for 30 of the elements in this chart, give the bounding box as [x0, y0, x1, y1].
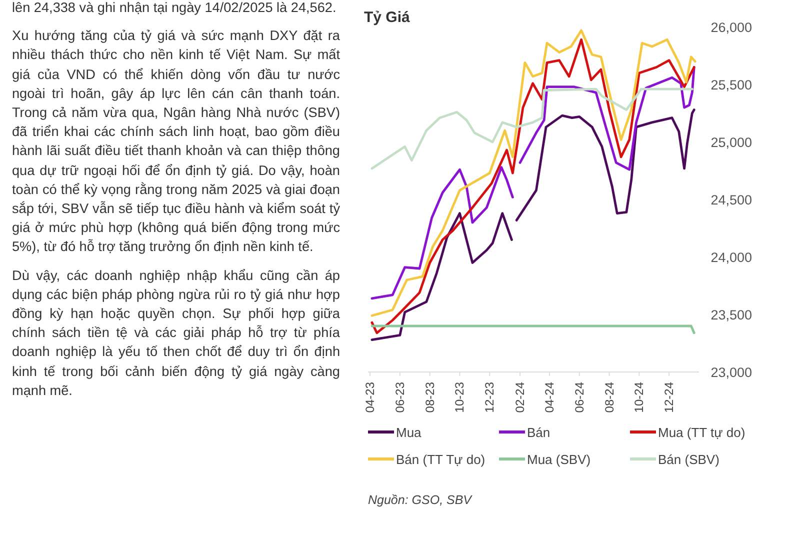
x-tick-label: 10-23: [452, 382, 467, 413]
text: Dù vậy, các doanh nghiệp nhập khẩu cũng cần áp dụng các biện pháp phòng ngừa rủi ro tỷ giá như hợp đồng kỳ hạn hoặc quyền chọn. Sự phối hợp giữa chính sách tiền tệ và các giải pháp hỗ trợ từ phía doanh nghiệp là yếu tố then chốt để duy trì ổn định kinh tế trong bối cảnh biến động tỷ giá ngày càng mạnh mẽ.: [12, 266, 340, 400]
legend-label: Mua (TT tự do): [658, 425, 746, 440]
legend-label: Mua (SBV): [527, 452, 591, 467]
chart-title: Tỷ Giá: [364, 9, 411, 26]
legend-label: Mua: [396, 425, 422, 440]
x-tick-label: 06-23: [392, 382, 407, 413]
x-tick-label: 08-23: [422, 382, 437, 413]
x-tick-label: 10-24: [632, 382, 646, 413]
y-tick-label: 25,500: [710, 78, 752, 92]
legend-label: Bán (TT Tự do): [396, 452, 486, 467]
y-tick-label: 23,000: [710, 365, 752, 380]
text: lên 24,338 và ghi nhận tại ngày 14/02/2025 là 24,562.: [12, 0, 338, 17]
text: Nguồn: GSO, SBV: [368, 493, 474, 507]
y-tick-label: 23,500: [710, 308, 752, 322]
line-series: [370, 88, 694, 170]
y-tick-label: 26,000: [710, 20, 752, 35]
y-tick-label: 24,500: [710, 192, 752, 208]
legend-label: Bán: [527, 425, 550, 440]
x-tick-label: 06-24: [572, 382, 586, 413]
x-tick-label: 02-24: [513, 382, 528, 413]
x-tick-label: 12-24: [662, 382, 676, 413]
x-tick-label: 08-24: [602, 382, 616, 413]
x-tick-label: 04-23: [363, 382, 377, 413]
x-tick-label: 04-24: [542, 382, 556, 413]
y-tick-label: 25,000: [710, 135, 752, 150]
y-tick-label: 24,000: [710, 250, 752, 265]
text: Xu hướng tăng của tỷ giá và sức mạnh DXY đặt ra nhiều thách thức cho nền kinh tế Việt Nam. Sự mất giá của VND có thể khiến dòng vốn đầu tư nước ngoài trì hoãn, gây áp lực lên cán cân thanh toán. Trong cả năm vừa qua, Ngân hàng Nhà nước (SBV) đã triển khai các chính sách linh hoạt, bao gồm điều hành lãi suất điều tiết thanh khoản và can thiệp thông qua dự trữ ngoại hối để ổn định tỷ giá. Do vậy, hoàn toàn có thể kỳ vọng rằng trong năm 2025 và giai đoạn sắp tới, SBV vẫn sẽ tiếp tục điều hành và kiểm soát tỷ giá ở mức phù hợp (không quá biến động trong mức 5%), từ đó hỗ trợ tăng trưởng ổn định nền kinh tế.: [12, 28, 340, 254]
legend-label: Bán (SBV): [658, 452, 720, 467]
x-tick-label: 12-23: [482, 382, 497, 413]
